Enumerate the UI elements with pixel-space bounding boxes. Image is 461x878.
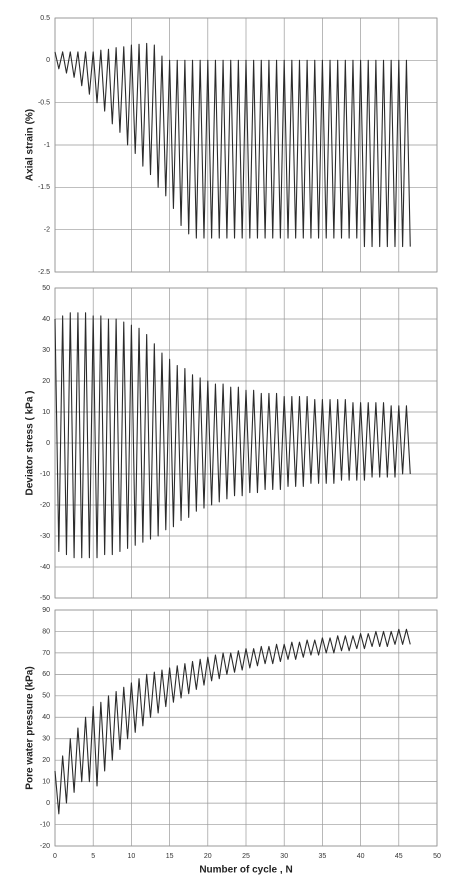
x-tick-label: 5 (91, 853, 95, 860)
y-tick-label: 20 (42, 378, 50, 385)
x-tick-label: 15 (166, 853, 174, 860)
y-tick-label: 40 (42, 714, 50, 721)
y-tick-label: -10 (40, 821, 50, 828)
x-tick-label: 10 (128, 853, 136, 860)
y-tick-label: -2.5 (38, 269, 50, 276)
y-tick-label: -40 (40, 564, 50, 571)
y-tick-label: 30 (42, 736, 50, 743)
y-tick-label: -30 (40, 533, 50, 540)
y-axis-title: Pore water pressure (kPa) (25, 666, 36, 789)
y-tick-label: 60 (42, 671, 50, 678)
x-tick-label: 40 (357, 853, 365, 860)
y-tick-label: 70 (42, 650, 50, 657)
y-tick-label: 0 (46, 57, 50, 64)
y-tick-label: -20 (40, 843, 50, 850)
y-tick-label: -50 (40, 595, 50, 602)
y-tick-label: 10 (42, 778, 50, 785)
data-line (54, 312, 411, 559)
y-tick-label: 0 (46, 440, 50, 447)
y-tick-label: -20 (40, 502, 50, 509)
y-tick-label: 40 (42, 316, 50, 323)
y-tick-label: 0.5 (40, 15, 50, 22)
y-tick-label: -1.5 (38, 184, 50, 191)
y-tick-label: -2 (44, 227, 50, 234)
y-tick-label: 50 (42, 693, 50, 700)
data-line (54, 628, 411, 815)
x-tick-label: 30 (280, 853, 288, 860)
x-tick-label: 20 (204, 853, 212, 860)
y-tick-label: 20 (42, 757, 50, 764)
x-tick-label: 35 (319, 853, 327, 860)
y-tick-label: 50 (42, 285, 50, 292)
y-axis-title: Deviator stress ( kPa ) (25, 390, 36, 495)
y-tick-label: 90 (42, 607, 50, 614)
x-tick-label: 50 (433, 853, 441, 860)
y-tick-label: 10 (42, 409, 50, 416)
y-tick-label: -10 (40, 471, 50, 478)
x-tick-label: 45 (395, 853, 403, 860)
x-tick-label: 25 (242, 853, 250, 860)
y-tick-label: 0 (46, 800, 50, 807)
x-axis-title: Number of cycle , N (199, 865, 292, 876)
data-line (54, 42, 411, 248)
x-tick-label: 0 (53, 853, 57, 860)
y-tick-label: 30 (42, 347, 50, 354)
y-tick-label: -1 (44, 142, 50, 149)
y-axis-title: Axial strain (%) (25, 109, 36, 181)
y-tick-label: -0.5 (38, 100, 50, 107)
y-tick-label: 80 (42, 628, 50, 635)
